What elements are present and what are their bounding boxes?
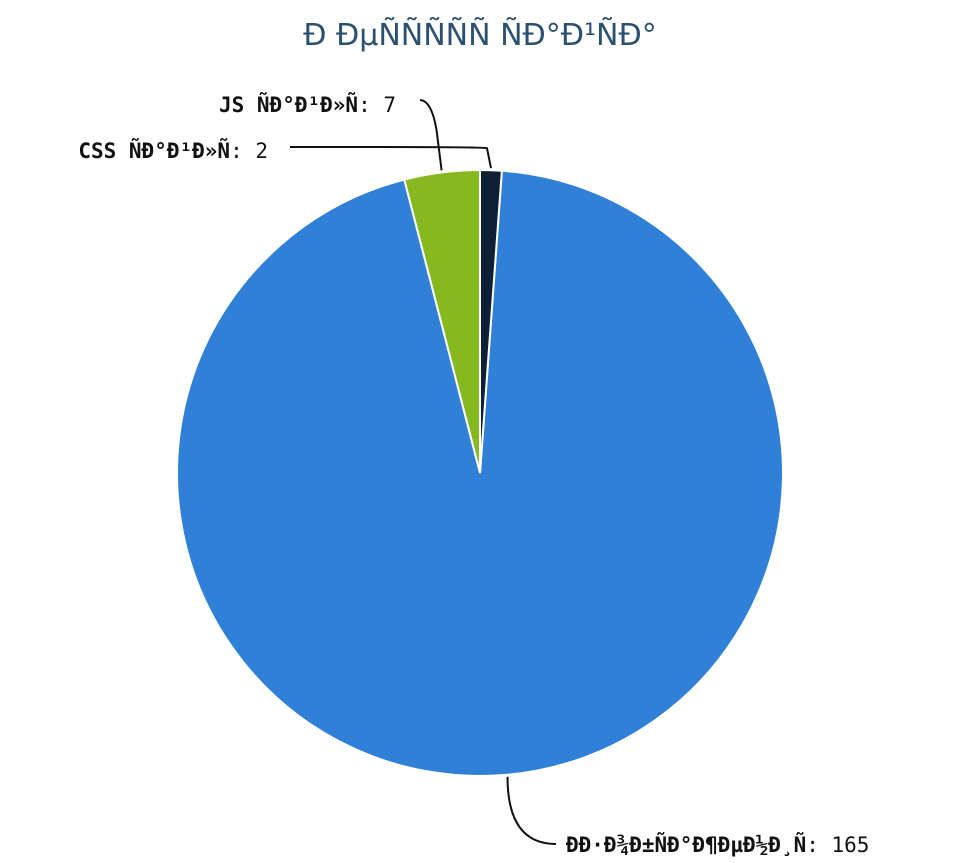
slice-label: JS ÑÐ°Ð¹Ð»Ñ: 7	[219, 92, 396, 117]
slice-leader-line	[419, 99, 443, 171]
slice-label-name: JS ÑÐ°Ð¹Ð»Ñ	[219, 92, 358, 117]
slice-label-name: CSS ÑÐ°Ð¹Ð»Ñ	[78, 138, 230, 163]
slice-label: ÐÐ·Ð¾Ð±ÑÐ°Ð¶ÐµÐ½Ð¸Ñ: 165	[566, 832, 869, 857]
slice-label: CSS ÑÐ°Ð¹Ð»Ñ: 2	[78, 138, 268, 163]
pie-slice	[176, 169, 784, 777]
pie-slice	[479, 168, 503, 474]
slice-label-value: : 165	[806, 833, 869, 857]
pie-slices	[176, 168, 784, 777]
slice-leader-line	[290, 146, 492, 169]
slice-leader-line	[506, 776, 557, 845]
chart-title: Ð ÐµÑÑÑÑÑ ÑÐ°Ð¹ÑÐ°	[303, 17, 657, 53]
slice-label-name: ÐÐ·Ð¾Ð±ÑÐ°Ð¶ÐµÐ½Ð¸Ñ	[566, 832, 806, 857]
slice-label-value: : 2	[230, 139, 268, 163]
slice-label-value: : 7	[358, 93, 396, 117]
pie-labels: JS ÑÐ°Ð¹Ð»Ñ: 7 ÐÐ·Ð¾Ð±ÑÐ°Ð¶ÐµÐ½Ð¸Ñ: 165 CS…	[78, 92, 869, 857]
